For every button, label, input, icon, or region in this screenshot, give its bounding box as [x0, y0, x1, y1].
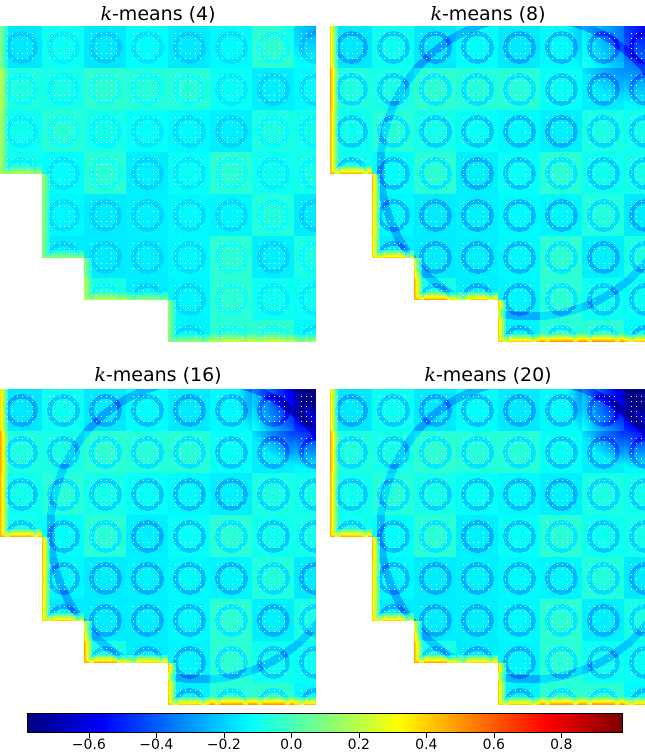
heatmap-panel-2 [330, 26, 645, 342]
heatmap-panel-4 [330, 389, 645, 705]
colorbar-tick-label: 0.2 [347, 737, 370, 753]
colorbar-tick [223, 733, 225, 738]
colorbar-tick [156, 733, 158, 738]
colorbar [27, 713, 623, 733]
panel-title-1: k-means (4) [100, 3, 216, 25]
colorbar-tick-label: 0.8 [550, 737, 573, 753]
panel-title-3: k-means (16) [94, 364, 222, 386]
heatmap-panel-1 [0, 26, 316, 342]
panel-title-2: k-means (8) [430, 3, 546, 25]
colorbar-tick-label: −0.6 [71, 737, 106, 753]
colorbar-tick [358, 733, 360, 738]
colorbar-tick [561, 733, 563, 738]
panel-title-4: k-means (20) [424, 364, 552, 386]
colorbar-tick-label: 0.0 [280, 737, 303, 753]
colorbar-tick [291, 733, 293, 738]
colorbar-tick [493, 733, 495, 738]
colorbar-tick-label: −0.4 [139, 737, 174, 753]
heatmap-panel-3 [0, 389, 316, 705]
colorbar-tick-label: −0.2 [206, 737, 241, 753]
colorbar-tick-label: 0.6 [482, 737, 505, 753]
colorbar-tick [88, 733, 90, 738]
colorbar-tick-label: 0.4 [415, 737, 438, 753]
colorbar-tick [426, 733, 428, 738]
